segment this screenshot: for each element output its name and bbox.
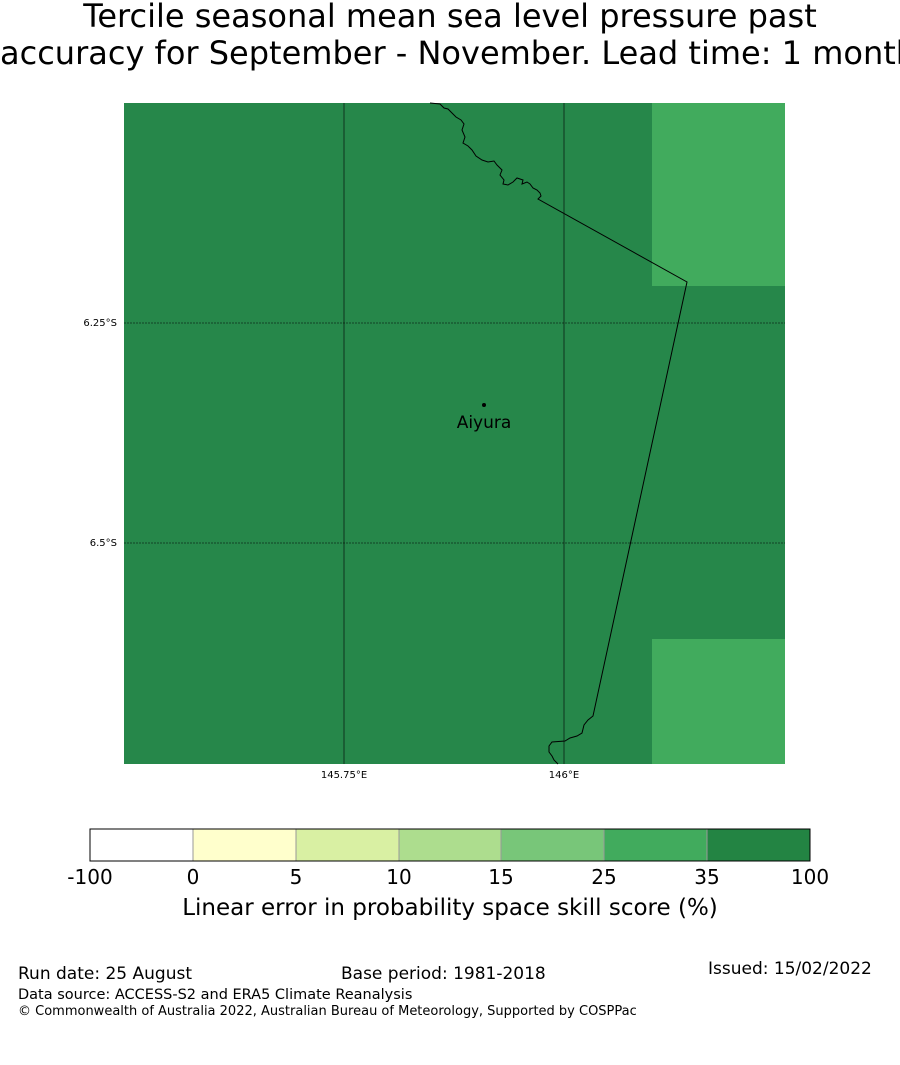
colorbar-swatch-5 [501,829,604,861]
lat-tick-label-1: 6.25°S [83,318,117,329]
map-panel [124,102,785,765]
colorbar-tick-label: 100 [791,865,829,889]
colorbar-swatch-3 [296,829,399,861]
province-boundary [429,102,688,765]
colorbar-tick-label: 35 [694,865,719,889]
colorbar-swatch-2 [193,829,296,861]
chart-title-line-1: Tercile seasonal mean sea level pressure… [83,0,817,35]
colorbar-swatch-4 [399,829,501,861]
colorbar-tick-label: -100 [67,865,112,889]
lat-tick-label-2: 6.5°S [90,538,117,549]
colorbar-tick-label: 0 [187,865,200,889]
location-marker [482,403,486,407]
lon-tick-label-1: 145.75°E [321,770,367,781]
run-date: Run date: 25 August [18,964,192,984]
colorbar-frame [89,828,811,862]
colorbar-swatch-1 [90,829,193,861]
chart-title-line-2: accuracy for September - November. Lead … [0,34,900,72]
colorbar-swatch-6 [604,829,707,861]
skill-cell-bottom-right [652,639,785,764]
colorbar-tick-label: 10 [386,865,411,889]
lon-tick-label-2: 146°E [549,770,579,781]
issued-date: Issued: 15/02/2022 [708,959,872,979]
colorbar-title: Linear error in probability space skill … [182,895,718,921]
colorbar: -100 0 5 10 15 25 35 100 [67,828,829,889]
data-source: Data source: ACCESS-S2 and ERA5 Climate … [18,987,413,1003]
location-label: Aiyura [457,413,512,433]
base-period: Base period: 1981-2018 [341,964,546,984]
colorbar-tick-label: 5 [290,865,303,889]
copyright-notice: © Commonwealth of Australia 2022, Austra… [18,1004,637,1019]
colorbar-tick-label: 15 [488,865,513,889]
skill-cell-top-right [652,103,785,286]
colorbar-swatch-7 [707,829,810,861]
colorbar-tick-label: 25 [591,865,616,889]
